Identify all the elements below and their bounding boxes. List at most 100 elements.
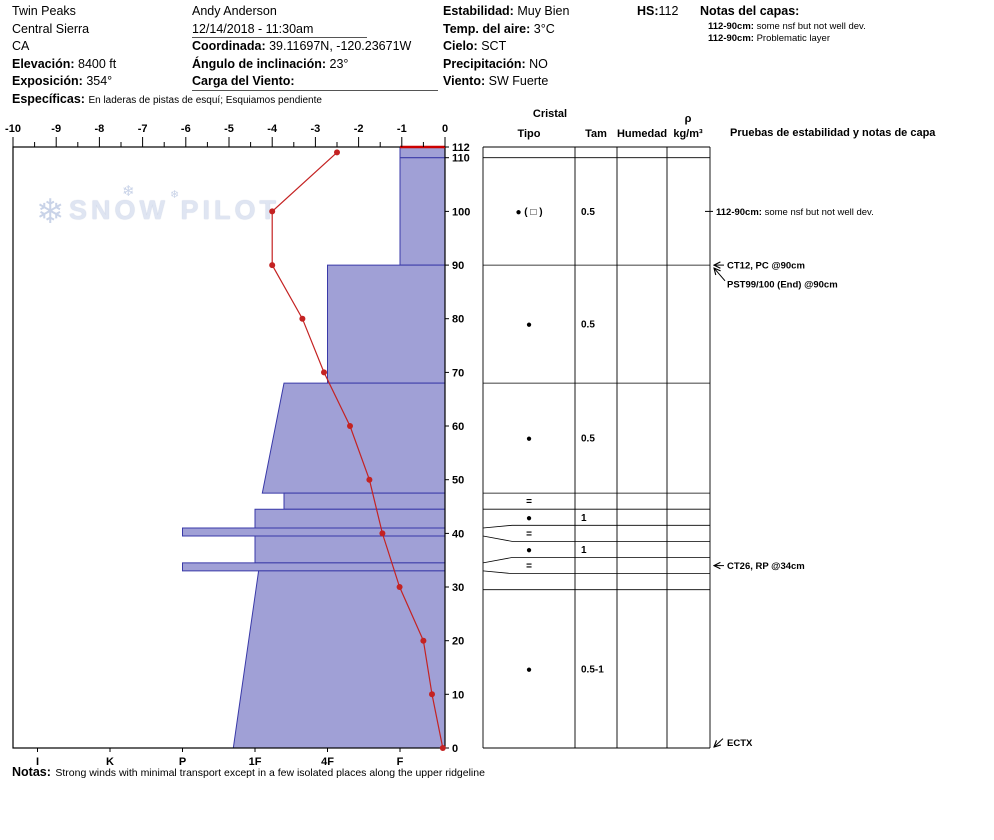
svg-text:100: 100	[452, 206, 470, 218]
conditions-block: Estabilidad: Muy Bien Temp. del aire: 3°…	[443, 3, 569, 91]
layer-note-text: Problematic layer	[756, 33, 830, 45]
svg-text:kg/m³: kg/m³	[673, 128, 703, 140]
observer-name: Andy Anderson	[192, 4, 277, 18]
site-name: Twin Peaks	[12, 4, 76, 18]
pit-datetime: 12/14/2018 - 11:30am	[192, 21, 367, 39]
air-temp-label: Temp. del aire:	[443, 21, 531, 36]
svg-text:1: 1	[581, 513, 587, 524]
stability-row: Estabilidad: Muy Bien	[443, 3, 569, 21]
grain-rows: ● ( □ ) 0.5 ● 0.5 ● 0.5 = ● 1 = ● 1 = ● 0.5-1	[515, 207, 604, 676]
wind-loading-label: Carga del Viento:	[192, 74, 295, 89]
coordinates-label: Coordinada:	[192, 39, 266, 54]
specifics-row: Específicas: En laderas de pistas de esq…	[12, 91, 322, 109]
hs-value: 112	[658, 4, 679, 18]
svg-text:CT12, PC @90cm: CT12, PC @90cm	[727, 261, 805, 272]
site-region: Central Sierra	[12, 21, 90, 36]
temperature-profile	[269, 149, 446, 751]
precip-label: Precipitación:	[443, 56, 526, 71]
wind-label: Viento:	[443, 74, 486, 89]
aspect-row: Exposición: 354°	[12, 73, 322, 91]
precip-row: Precipitación: NO	[443, 56, 569, 74]
svg-text:●: ●	[526, 434, 532, 445]
slope-angle-label: Ángulo de inclinación:	[192, 56, 327, 71]
svg-text:112: 112	[452, 142, 470, 154]
svg-text:40: 40	[452, 528, 464, 540]
svg-text:0: 0	[452, 743, 458, 755]
site-state: CA	[12, 39, 30, 54]
layer-note: 112-90cm: some nsf but not well dev.	[700, 21, 866, 34]
footer-notes-label: Notas:	[12, 765, 51, 779]
elevation-value: 8400 ft	[78, 56, 117, 71]
hardness-bars	[182, 146, 446, 749]
svg-text:0: 0	[442, 123, 448, 135]
slope-angle-value: 23°	[329, 56, 349, 71]
elevation-row: Elevación: 8400 ft	[12, 56, 322, 74]
specifics-value: En laderas de pistas de esquí; Esquiamos…	[88, 94, 322, 106]
svg-text:-8: -8	[95, 123, 105, 135]
svg-text:I: I	[36, 756, 39, 768]
svg-text:-5: -5	[224, 123, 234, 135]
hs-label: HS:	[637, 4, 659, 18]
svg-text:80: 80	[452, 314, 464, 326]
svg-text:-3: -3	[311, 123, 321, 135]
svg-text:ρ: ρ	[685, 113, 692, 125]
svg-text:P: P	[179, 756, 186, 768]
svg-text:ECTX: ECTX	[727, 738, 753, 749]
svg-text:70: 70	[452, 367, 464, 379]
coordinates-row: Coordinada: 39.11697N, -120.23671W	[192, 38, 438, 56]
coordinates-value: 39.11697N, -120.23671W	[269, 39, 412, 54]
watermark-text: SNOW PILOT	[68, 195, 280, 225]
svg-text:CT26, RP @34cm: CT26, RP @34cm	[727, 561, 805, 572]
footer-notes: Notas: Strong winds with minimal transpo…	[12, 763, 485, 781]
layer-table-headers: Cristal Tipo Tam Humedad ρ kg/m³ Pruebas de es…	[517, 108, 936, 140]
sky-value: SCT	[481, 39, 507, 54]
svg-text:-6: -6	[181, 123, 191, 135]
svg-text:0.5: 0.5	[581, 434, 595, 445]
svg-text:0.5: 0.5	[581, 207, 595, 218]
sky-label: Cielo:	[443, 39, 478, 54]
stability-value: Muy Bien	[517, 4, 570, 18]
svg-text:112-90cm: some nsf but not wel: 112-90cm: some nsf but not well dev.	[716, 207, 874, 218]
layer-note-range: 112-90cm:	[708, 33, 754, 45]
svg-text:● ( □ ): ● ( □ )	[515, 207, 542, 218]
air-temp-value: 3°C	[533, 21, 555, 36]
svg-text:Tipo: Tipo	[517, 128, 540, 140]
svg-text:Pruebas de estabilidad y notas: Pruebas de estabilidad y notas de capa	[730, 127, 936, 139]
svg-text:-7: -7	[138, 123, 148, 135]
aspect-value: 354°	[86, 74, 113, 89]
hs-block: HS:112	[637, 3, 678, 21]
svg-text:=: =	[526, 561, 532, 572]
svg-text:10: 10	[452, 689, 464, 701]
svg-text:Tam: Tam	[585, 128, 607, 140]
layer-notes-block: Notas del capas: 112-90cm: some nsf but …	[700, 3, 866, 46]
svg-text:-4: -4	[267, 123, 278, 135]
svg-text:60: 60	[452, 421, 464, 433]
svg-text:PST99/100 (End) @90cm: PST99/100 (End) @90cm	[727, 279, 838, 290]
layer-notes-title: Notas del capas:	[700, 4, 800, 18]
svg-text:30: 30	[452, 582, 464, 594]
svg-text:1F: 1F	[249, 756, 262, 768]
sky-row: Cielo: SCT	[443, 38, 569, 56]
svg-text:-9: -9	[51, 123, 61, 135]
svg-text:=: =	[526, 529, 532, 540]
svg-text:=: =	[526, 497, 532, 508]
footer-notes-text: Strong winds with minimal transport exce…	[55, 767, 485, 779]
svg-text:0.5: 0.5	[581, 320, 595, 331]
svg-text:-10: -10	[5, 123, 21, 135]
layer-note-range: 112-90cm:	[708, 20, 754, 32]
wind-value: SW Fuerte	[488, 74, 549, 89]
elevation-label: Elevación:	[12, 56, 75, 71]
stability-notes: 112-90cm: some nsf but not well dev. CT12…	[705, 207, 874, 749]
snowpilot-watermark: ❄ SNOW PILOT ❄ ❄	[36, 183, 280, 232]
svg-text:4F: 4F	[321, 756, 334, 768]
snow-profile-chart: -10 -9 -8 -7 -6 -5 -4 -3 -2 -1 0I K P 1F 4F F0102030405…	[5, 108, 936, 768]
layer-note: 112-90cm: Problematic layer	[700, 33, 866, 46]
hardness-axis: I K P 1F 4F F	[36, 748, 404, 768]
svg-text:Cristal: Cristal	[533, 108, 567, 120]
svg-text:●: ●	[526, 320, 532, 331]
temp-axis: -10 -9 -8 -7 -6 -5 -4 -3 -2 -1 0	[5, 123, 448, 147]
snowflake-icon: ❄	[122, 183, 135, 200]
location-block: Twin Peaks Central Sierra CA Elevación: …	[12, 3, 322, 109]
svg-text:20: 20	[452, 636, 464, 648]
svg-text:●: ●	[526, 664, 532, 675]
